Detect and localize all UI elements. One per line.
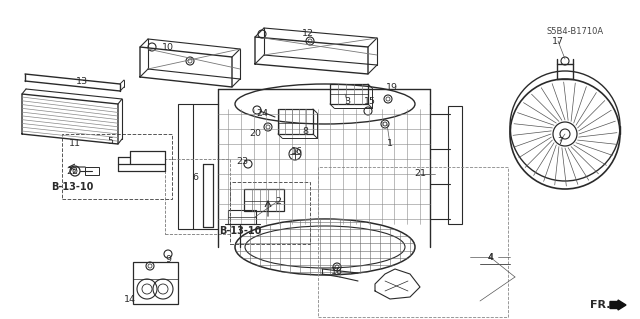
Text: 8: 8 [302,127,308,136]
Text: 13: 13 [76,77,88,85]
Text: 10: 10 [162,42,174,51]
Text: 21: 21 [414,169,426,179]
Text: 12: 12 [302,29,314,39]
FancyArrow shape [610,300,626,310]
Text: 14: 14 [124,294,136,303]
Text: 18: 18 [331,266,343,276]
Text: 17: 17 [552,36,564,46]
Text: B-13-10: B-13-10 [219,226,261,236]
Text: 6: 6 [192,173,198,182]
Text: 3: 3 [344,97,350,106]
Bar [85,167,99,175]
Bar [330,84,368,104]
Text: 23: 23 [236,157,248,166]
Bar [448,106,462,224]
Text: 15: 15 [364,97,376,106]
Bar [228,210,256,224]
Text: 20: 20 [249,130,261,138]
Text: 24: 24 [256,109,268,118]
Text: 22: 22 [66,167,78,175]
Text: 19: 19 [386,83,398,92]
Bar [178,104,193,229]
Text: FR.: FR. [589,300,611,310]
Text: S5B4-B1710A: S5B4-B1710A [547,26,604,35]
Bar [278,109,313,134]
Text: 4: 4 [487,253,493,262]
Bar [318,167,508,317]
Text: 5: 5 [107,137,113,145]
Text: 4: 4 [487,253,493,262]
Text: 1: 1 [387,139,393,149]
Text: 2: 2 [275,197,281,205]
Bar [165,159,230,234]
Text: 16: 16 [291,146,303,155]
Text: 11: 11 [69,139,81,149]
Text: B-13-10: B-13-10 [51,182,93,192]
Text: 9: 9 [165,255,171,263]
Bar [62,134,172,199]
Bar [230,182,310,244]
Bar [133,262,178,304]
Text: 7: 7 [557,137,563,145]
Bar [244,189,284,211]
